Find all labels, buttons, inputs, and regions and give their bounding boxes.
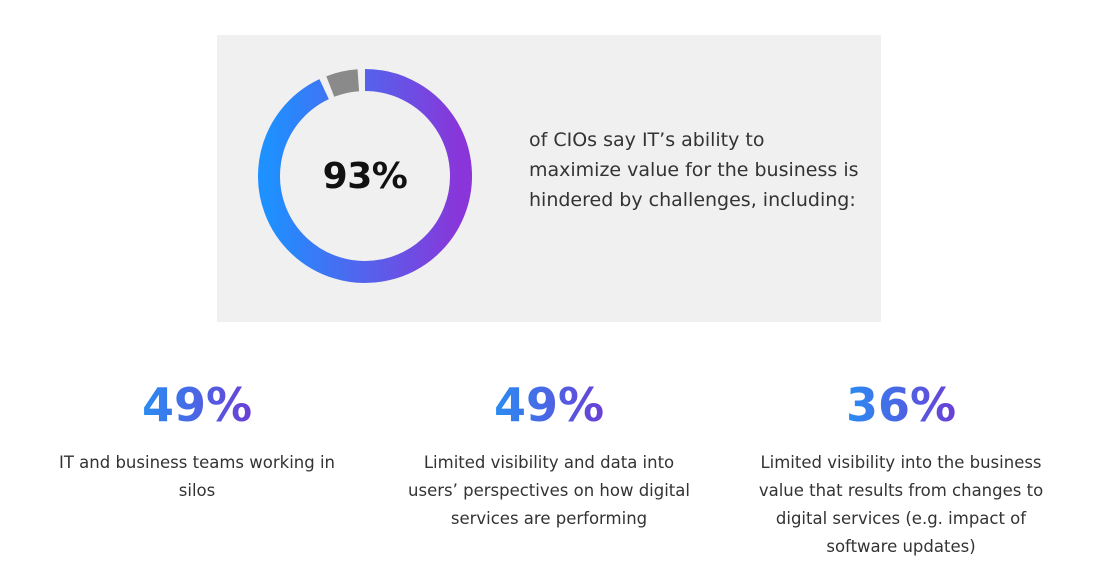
hero-panel: 93% of CIOs say IT’s ability to maximize…	[217, 35, 881, 322]
donut-main-slice	[258, 69, 472, 283]
donut-remainder-slice	[326, 69, 360, 97]
stat-description: Limited visibility into the business val…	[758, 453, 1044, 556]
hero-description: of CIOs say IT’s ability to maximize val…	[529, 129, 859, 211]
stat-value: 49%	[142, 375, 252, 435]
stat-description: IT and business teams working in silos	[58, 453, 335, 500]
stat-card-user-visibility: 49% Limited visibility and data into use…	[399, 375, 699, 533]
donut-center-label: 93%	[322, 155, 408, 197]
stat-card-silos: 49% IT and business teams working in sil…	[47, 375, 347, 505]
donut-svg	[258, 69, 472, 283]
stat-card-business-value: 36% Limited visibility into the business…	[751, 375, 1051, 561]
stat-value: 49%	[494, 375, 604, 435]
donut-chart: 93%	[257, 68, 473, 284]
stat-value: 36%	[846, 375, 956, 435]
stat-description: Limited visibility and data into users’ …	[408, 453, 690, 528]
